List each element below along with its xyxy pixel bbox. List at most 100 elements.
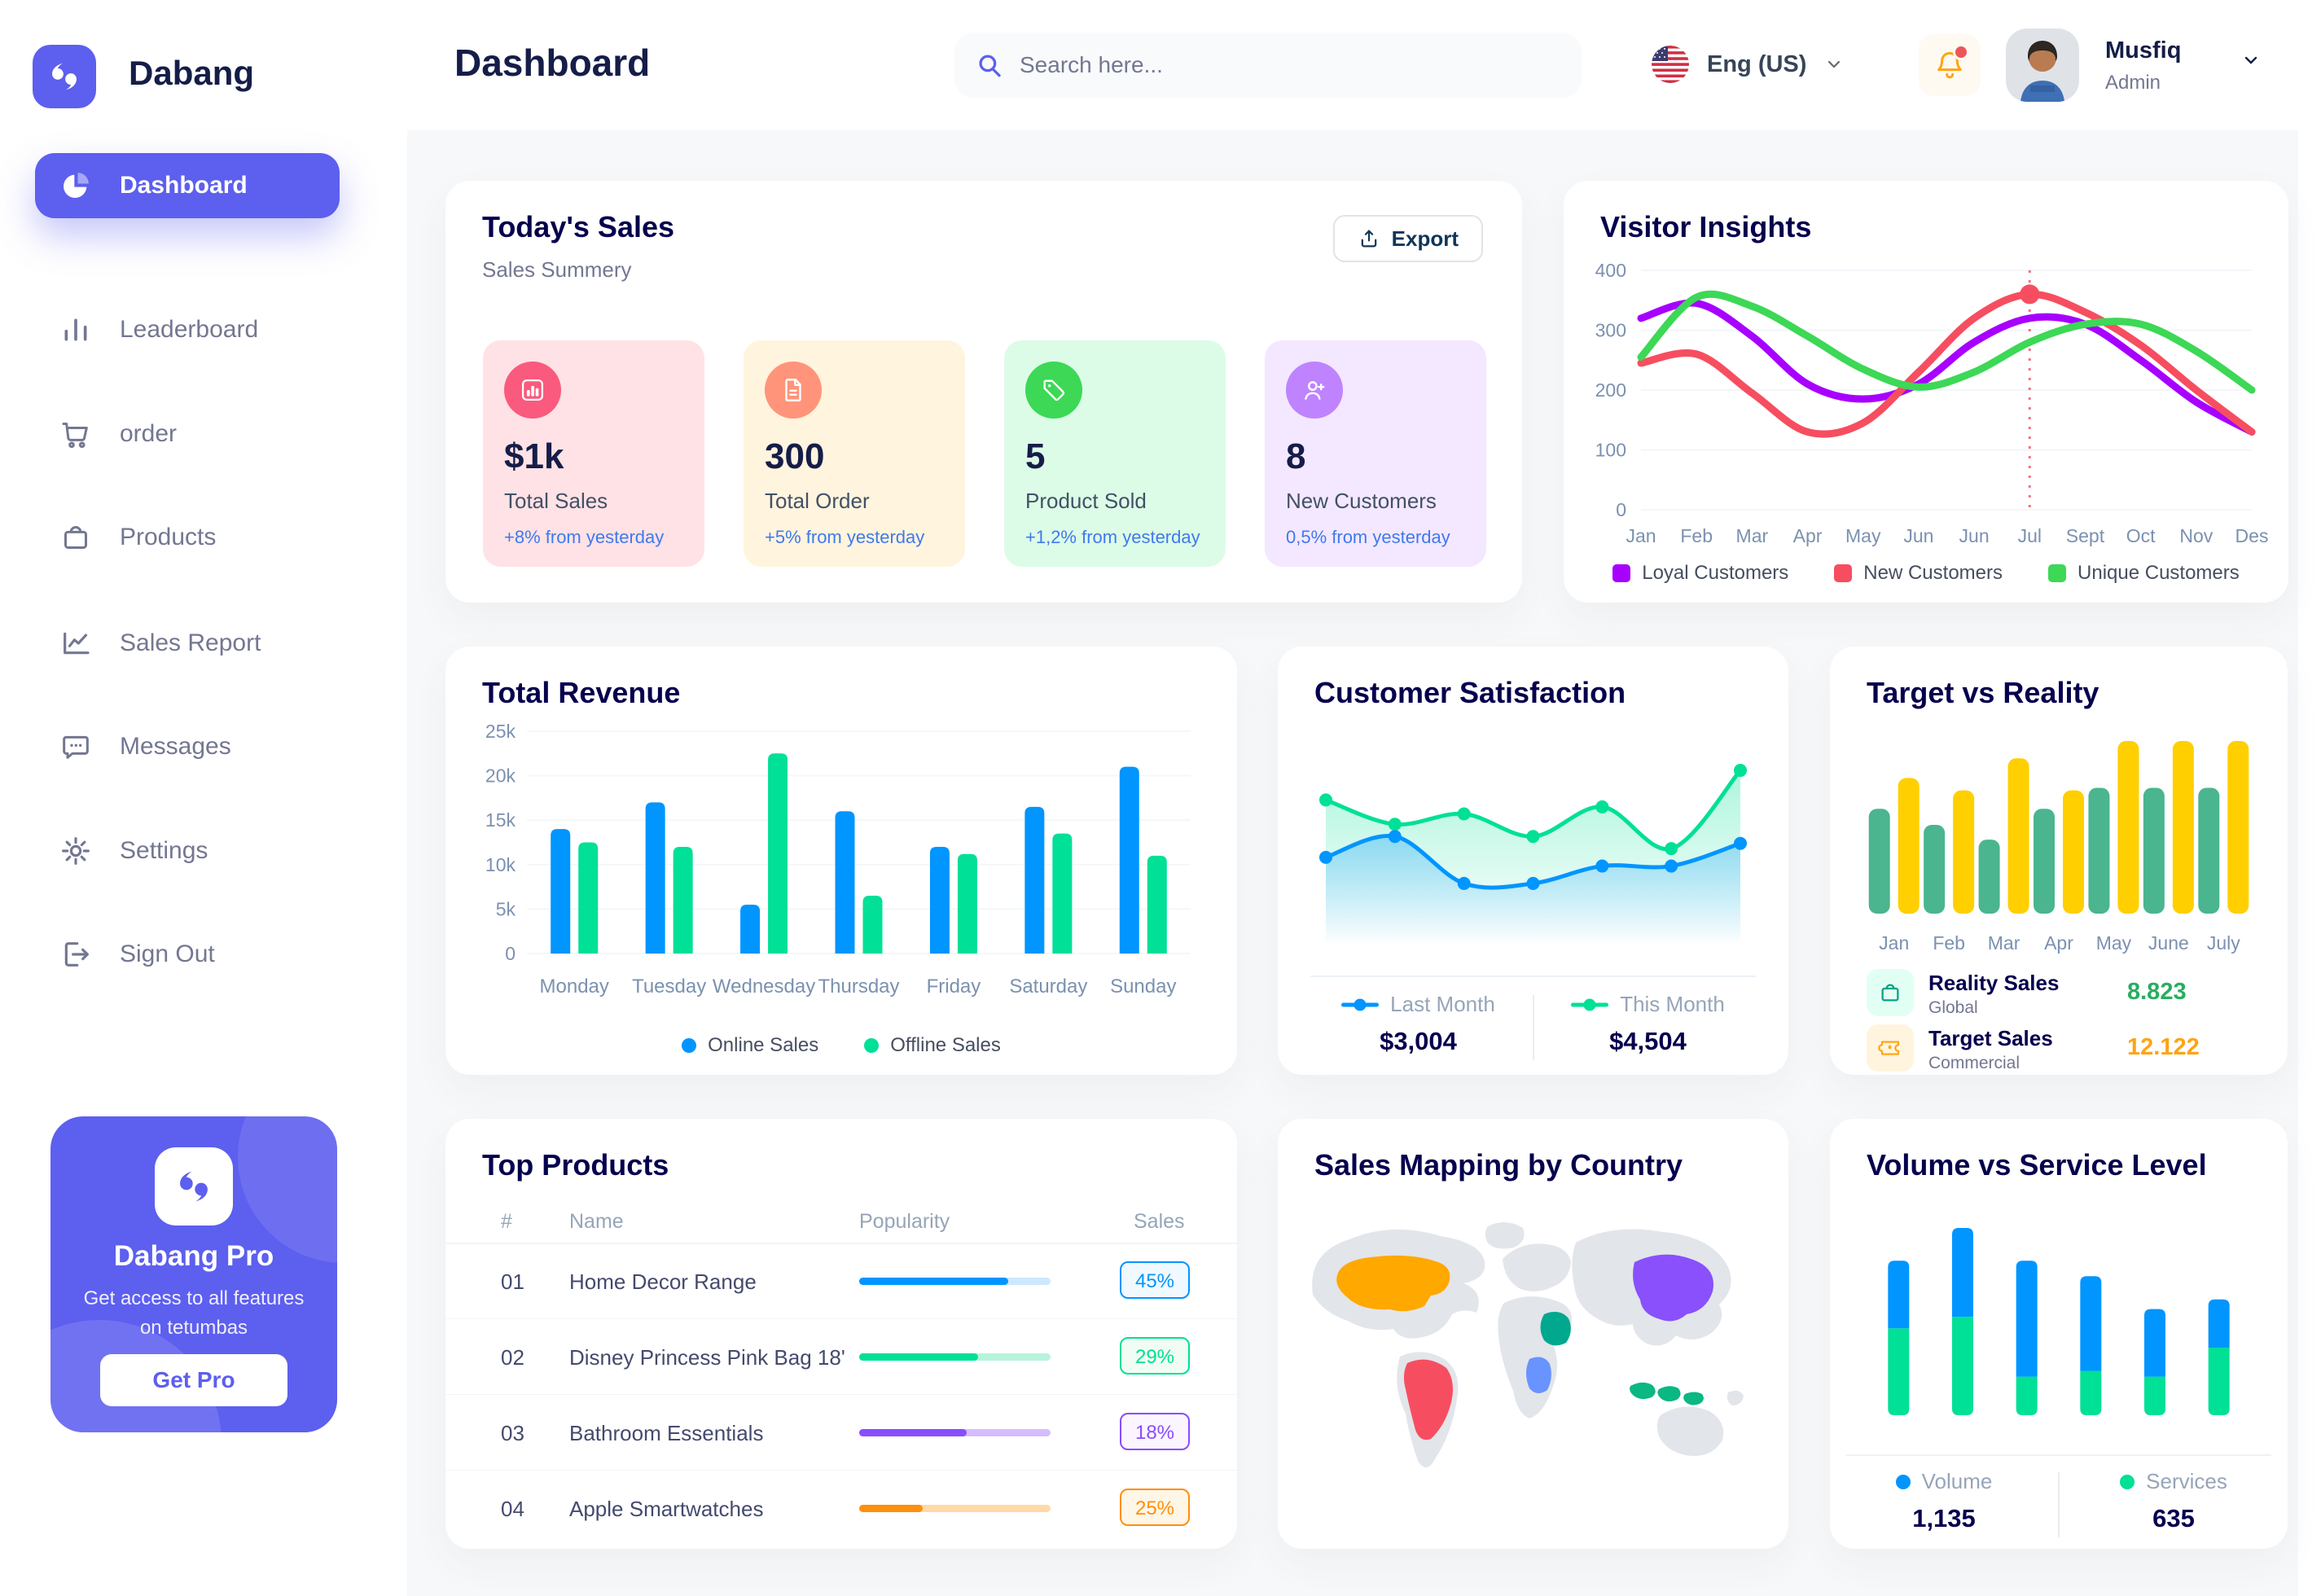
total-revenue-chart: 0 5k 10k 15k 20k 25k Monday Tuesday Wednesday Thu… <box>485 721 1191 998</box>
kpi-value: 5 <box>1025 436 1046 476</box>
bar-chart-icon <box>59 314 92 346</box>
kpi-label: Product Sold <box>1025 489 1147 513</box>
sidebar-item-messages[interactable]: Messages <box>35 714 340 779</box>
pro-upsell-card: Dabang Pro Get access to all features on… <box>50 1116 337 1432</box>
sidebar-item-order[interactable]: order <box>35 401 340 467</box>
svg-text:May: May <box>1845 525 1881 546</box>
user-menu-chevron-icon[interactable] <box>2241 50 2261 70</box>
svg-text:Nov: Nov <box>2179 525 2213 546</box>
online-sales-swatch <box>682 1038 697 1053</box>
popularity-bar <box>859 1505 1051 1512</box>
svg-text:Jun: Jun <box>1959 525 1990 546</box>
sales-mapping-title: Sales Mapping by Country <box>1314 1148 1683 1182</box>
services-swatch <box>2120 1474 2135 1489</box>
customer-satisfaction-title: Customer Satisfaction <box>1314 676 1626 709</box>
customer-satisfaction-chart <box>1319 764 1747 952</box>
order-file-icon <box>765 362 822 419</box>
country-united-states[interactable] <box>1336 1255 1450 1312</box>
volume-service-legend: Volume 1,135 Services 635 <box>1830 1469 2288 1537</box>
top-products-card: Top Products # Name Popularity Sales 01 H… <box>445 1119 1237 1549</box>
country-indonesia[interactable] <box>1630 1382 1704 1405</box>
product-name: Home Decor Range <box>569 1269 757 1294</box>
pro-logo-icon <box>155 1147 233 1226</box>
product-row-04: 04 Apple Smartwatches 25% <box>445 1471 1237 1546</box>
country-saudi-arabia[interactable] <box>1540 1311 1571 1346</box>
svg-text:100: 100 <box>1595 440 1626 461</box>
customer-satisfaction-legend: Last Month $3,004 This Month $4,504 <box>1278 992 1788 1060</box>
svg-text:25k: 25k <box>485 721 516 742</box>
svg-text:Friday: Friday <box>927 976 981 998</box>
this-month-marker <box>1571 998 1609 1011</box>
target-sales-value: 12.122 <box>2127 1034 2200 1060</box>
export-button[interactable]: Export <box>1332 215 1483 262</box>
world-map <box>1312 1221 1744 1468</box>
language-selector[interactable]: Eng (US) <box>1652 46 1844 83</box>
kpi-card-total-sales: $1k Total Sales +8% from yesterday <box>483 340 704 567</box>
sidebar-item-sign-out[interactable]: Sign Out <box>35 922 340 987</box>
offline-sales-swatch <box>864 1038 880 1053</box>
stats-icon <box>504 362 561 419</box>
divider <box>1532 995 1534 1060</box>
svg-text:400: 400 <box>1595 260 1626 281</box>
last-month-marker <box>1341 998 1380 1011</box>
this-month-value: $4,504 <box>1609 1027 1687 1055</box>
sidebar-item-settings[interactable]: Settings <box>35 818 340 884</box>
last-month-value: $3,004 <box>1380 1027 1457 1055</box>
kpi-delta: +8% from yesterday <box>504 527 665 547</box>
bag-icon <box>1867 969 1914 1016</box>
kpi-delta: +1,2% from yesterday <box>1025 527 1200 547</box>
services-value: 635 <box>2152 1504 2195 1532</box>
target-vs-reality-card: Target vs Reality Jan Feb Mar Apr May June Jul… <box>1830 647 2288 1075</box>
col-header-popularity: Popularity <box>859 1210 950 1233</box>
tag-icon <box>1025 362 1082 419</box>
sidebar-item-leaderboard[interactable]: Leaderboard <box>35 297 340 362</box>
svg-text:Jan: Jan <box>1626 525 1656 546</box>
svg-text:Sept: Sept <box>2066 525 2105 546</box>
divider <box>445 1243 1237 1244</box>
country-china[interactable] <box>1633 1254 1713 1322</box>
svg-text:Wednesday: Wednesday <box>713 976 815 998</box>
svg-text:20k: 20k <box>485 765 516 787</box>
message-icon <box>59 730 92 763</box>
svg-text:0: 0 <box>1616 499 1626 520</box>
kpi-value: $1k <box>504 436 564 476</box>
svg-text:Oct: Oct <box>2126 525 2156 546</box>
target-vs-reality-chart: Jan Feb Mar Apr May June July <box>1868 741 2249 954</box>
sign-out-icon <box>59 938 92 971</box>
country-brazil[interactable] <box>1403 1359 1453 1440</box>
divider <box>1846 1454 2271 1456</box>
col-header-num: # <box>501 1210 512 1233</box>
user-role: Admin <box>2105 72 2161 94</box>
notification-badge <box>1953 44 1969 60</box>
svg-text:Saturday: Saturday <box>1009 976 1087 998</box>
country-dr-congo[interactable] <box>1526 1357 1551 1394</box>
page-title: Dashboard <box>454 42 651 84</box>
sidebar-item-products[interactable]: Products <box>35 505 340 570</box>
product-row-01: 01 Home Decor Range 45% <box>445 1243 1237 1319</box>
get-pro-button[interactable]: Get Pro <box>100 1354 287 1406</box>
svg-text:200: 200 <box>1595 379 1626 401</box>
line-chart-icon <box>59 627 92 660</box>
bag-icon <box>59 521 92 554</box>
svg-text:300: 300 <box>1595 320 1626 341</box>
product-rank: 04 <box>501 1497 524 1521</box>
sales-mapping-card: Sales Mapping by Country <box>1278 1119 1788 1549</box>
sales-badge: 25% <box>1120 1489 1190 1526</box>
kpi-value: 300 <box>765 436 825 476</box>
visitor-insights-chart: 0 100 200 300 400 Jan Feb Mar Apr May Jun Jun Jul Sep… <box>1595 260 2268 546</box>
search-input[interactable] <box>1018 51 1510 79</box>
visitor-insights-card: Visitor Insights 0 100 200 300 400 Jan Feb Mar A… <box>1564 181 2288 603</box>
divider <box>1310 976 1756 977</box>
sidebar-item-dashboard[interactable]: Dashboard <box>35 153 340 218</box>
svg-text:5k: 5k <box>496 898 516 919</box>
avatar[interactable] <box>2006 28 2079 102</box>
pro-subtitle: Get access to all features on tetumbas <box>83 1287 305 1339</box>
total-revenue-legend: Online Sales Offline Sales <box>445 1034 1237 1057</box>
svg-text:Feb: Feb <box>1680 525 1713 546</box>
search-bar[interactable] <box>954 33 1582 98</box>
svg-text:15k: 15k <box>485 809 516 831</box>
svg-text:Tuesday: Tuesday <box>632 976 706 998</box>
sidebar-item-sales-report[interactable]: Sales Report <box>35 611 340 676</box>
notifications-button[interactable] <box>1919 34 1981 96</box>
